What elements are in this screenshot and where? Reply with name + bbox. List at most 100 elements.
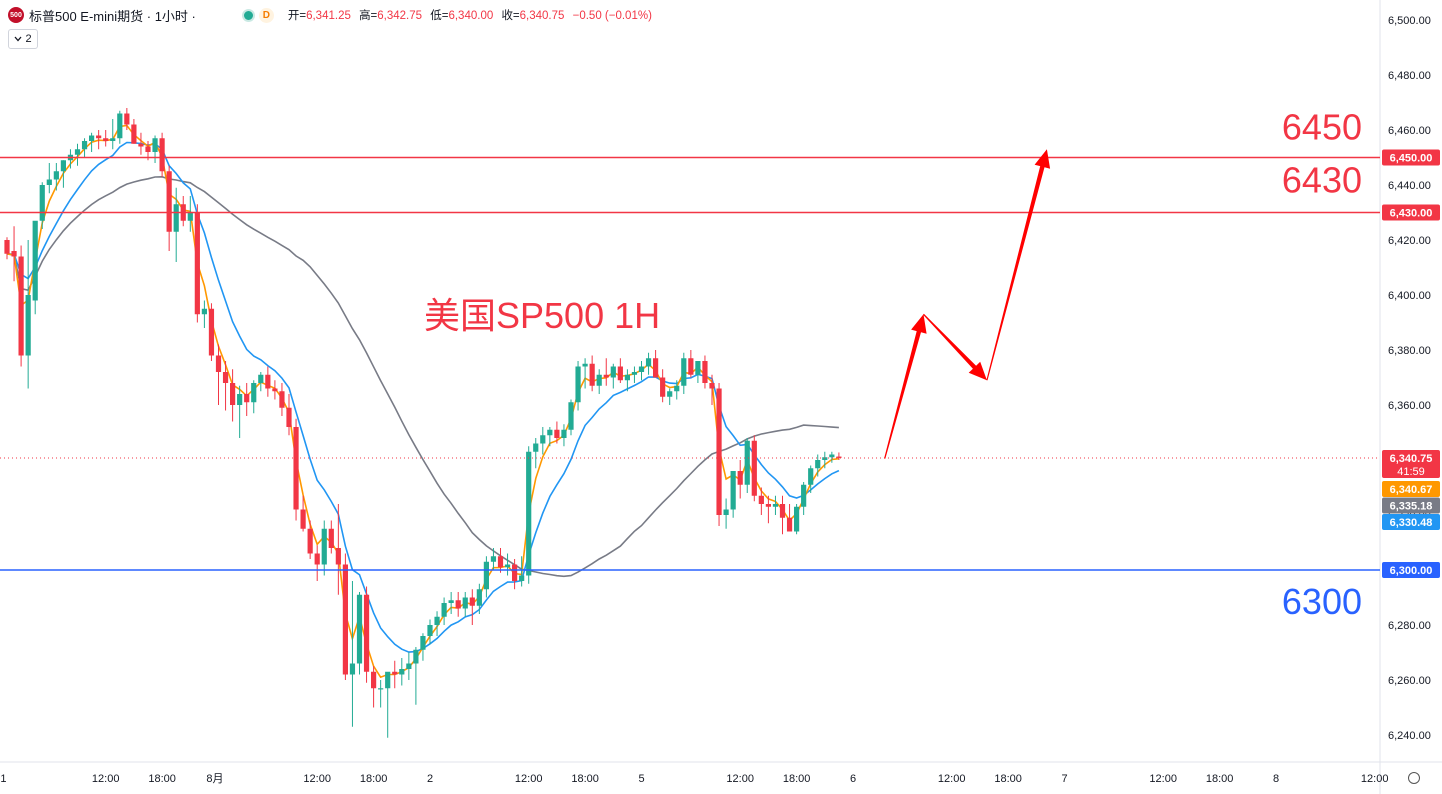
candle[interactable] [448, 592, 454, 614]
candle[interactable] [801, 482, 807, 515]
candle[interactable] [314, 545, 320, 581]
candle[interactable] [74, 143, 81, 166]
candle[interactable] [709, 374, 715, 405]
candle[interactable] [554, 421, 560, 444]
candle[interactable] [335, 504, 341, 595]
candle[interactable] [342, 553, 348, 681]
candle[interactable] [53, 163, 59, 191]
candle[interactable] [413, 647, 419, 705]
candle[interactable] [378, 680, 384, 708]
candle[interactable] [89, 132, 95, 152]
candle[interactable] [208, 303, 215, 361]
candle[interactable] [25, 240, 31, 389]
candle[interactable] [279, 383, 285, 416]
candle[interactable] [131, 119, 137, 144]
candle[interactable] [575, 361, 581, 411]
candle[interactable] [32, 220, 38, 315]
candle[interactable] [638, 361, 645, 381]
candle[interactable] [222, 361, 229, 411]
candle[interactable] [96, 130, 102, 150]
candle[interactable] [519, 556, 525, 587]
candle[interactable] [476, 583, 482, 614]
symbol-title[interactable]: 标普500 E-mini期货 · 1小时 · [29, 8, 196, 24]
candle[interactable] [4, 237, 10, 260]
candle[interactable] [237, 385, 243, 438]
candle[interactable] [815, 454, 821, 477]
candle[interactable] [469, 589, 475, 625]
candle[interactable] [836, 452, 842, 460]
candle[interactable] [272, 380, 278, 400]
candle[interactable] [300, 495, 306, 532]
indicators-toggle-button[interactable]: 2 [8, 29, 38, 49]
candle[interactable] [363, 586, 370, 683]
candle[interactable] [321, 520, 327, 576]
candle[interactable] [166, 165, 172, 251]
candle[interactable] [349, 581, 356, 727]
candle[interactable] [533, 438, 539, 469]
candle[interactable] [173, 187, 179, 262]
candle[interactable] [822, 451, 828, 469]
candle[interactable] [624, 369, 630, 392]
candle[interactable] [829, 451, 835, 463]
candle[interactable] [589, 355, 595, 392]
candle[interactable] [462, 592, 468, 617]
candle[interactable] [392, 660, 398, 689]
candle[interactable] [751, 435, 757, 502]
candle[interactable] [667, 388, 673, 406]
candle[interactable] [265, 366, 271, 397]
candle[interactable] [695, 361, 701, 383]
candle[interactable] [483, 556, 489, 598]
candle[interactable] [674, 380, 680, 400]
candle[interactable] [286, 394, 292, 436]
candle[interactable] [808, 465, 814, 494]
candle[interactable] [794, 504, 800, 535]
projection-arrow-up-1[interactable] [884, 314, 927, 459]
candle[interactable] [526, 446, 532, 584]
candle[interactable] [180, 196, 186, 227]
candle[interactable] [730, 471, 736, 518]
candle[interactable] [786, 504, 793, 532]
candle[interactable] [81, 138, 88, 158]
candle[interactable] [688, 350, 694, 378]
candle[interactable] [547, 427, 553, 447]
candle[interactable] [215, 344, 222, 406]
candle[interactable] [152, 135, 158, 164]
candle[interactable] [434, 611, 440, 636]
candle[interactable] [610, 363, 616, 389]
candle[interactable] [11, 226, 17, 282]
candle[interactable] [385, 671, 391, 738]
candle[interactable] [187, 196, 193, 232]
candle[interactable] [371, 666, 377, 708]
candle[interactable] [617, 358, 623, 383]
candle[interactable] [406, 652, 412, 681]
candle[interactable] [660, 369, 666, 403]
candle[interactable] [18, 245, 24, 367]
candle[interactable] [356, 592, 363, 675]
candle[interactable] [258, 372, 264, 392]
settings-icon[interactable] [1408, 772, 1420, 784]
candle[interactable] [582, 358, 588, 389]
candle[interactable] [328, 520, 334, 554]
candle[interactable] [110, 119, 116, 150]
candle[interactable] [702, 355, 708, 389]
candle[interactable] [568, 399, 574, 436]
candle[interactable] [490, 548, 497, 570]
candle[interactable] [427, 619, 433, 645]
candle[interactable] [540, 427, 546, 455]
candle[interactable] [399, 658, 405, 686]
projection-arrow-up-2[interactable] [986, 149, 1051, 381]
candle[interactable] [758, 487, 764, 516]
candle[interactable] [138, 132, 144, 155]
candle[interactable] [60, 160, 66, 188]
candle[interactable] [744, 438, 750, 493]
candle[interactable] [653, 350, 659, 378]
projection-arrow-down[interactable] [923, 313, 987, 381]
candle[interactable] [512, 559, 518, 590]
candle[interactable] [201, 300, 207, 329]
candle[interactable] [251, 380, 257, 414]
candle[interactable] [631, 366, 638, 384]
candle[interactable] [441, 597, 447, 626]
candle[interactable] [504, 553, 511, 576]
candle[interactable] [39, 182, 45, 229]
